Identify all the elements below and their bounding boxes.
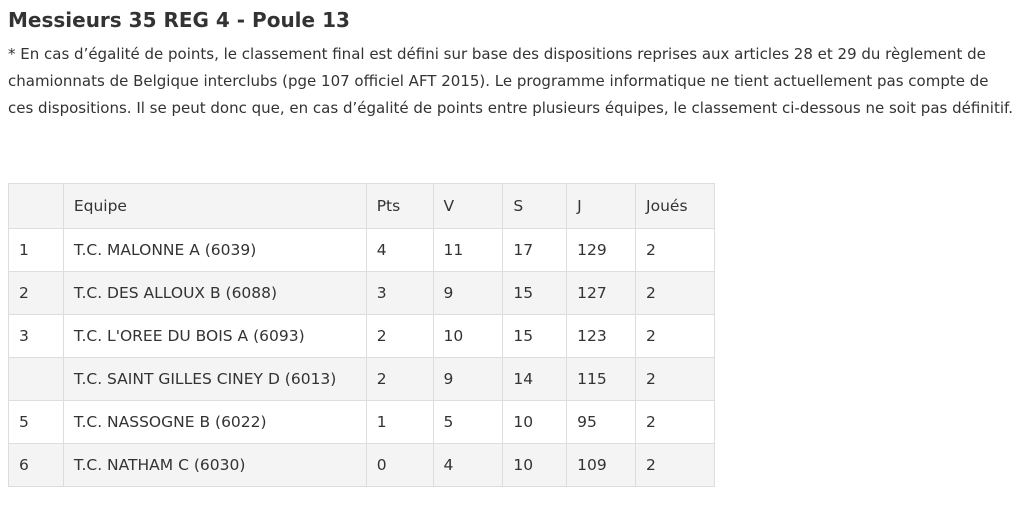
cell-games: 109: [566, 443, 637, 487]
cell-victories: 4: [432, 443, 504, 487]
cell-played: 2: [635, 443, 715, 487]
cell-games: 127: [566, 271, 637, 315]
cell-victories: 9: [432, 271, 504, 315]
cell-rank: 6: [8, 443, 64, 487]
cell-played: 2: [635, 228, 715, 272]
cell-team: T.C. NASSOGNE B (6022): [62, 400, 367, 444]
cell-team: T.C. L'OREE DU BOIS A (6093): [62, 314, 367, 358]
cell-team: T.C. DES ALLOUX B (6088): [62, 271, 367, 315]
cell-team: T.C. SAINT GILLES CINEY D (6013): [62, 357, 367, 401]
table-row: 5 T.C. NASSOGNE B (6022) 1 5 10 95 2: [8, 400, 715, 444]
cell-sets: 15: [502, 314, 568, 358]
table-row: 6 T.C. NATHAM C (6030) 0 4 10 109 2: [8, 443, 715, 487]
cell-sets: 10: [502, 400, 568, 444]
page-title: Messieurs 35 REG 4 - Poule 13: [8, 8, 350, 32]
header-played: Joués: [635, 183, 715, 229]
standings-disclaimer: * En cas d’égalité de points, le classem…: [8, 45, 1013, 117]
header-row: Equipe Pts V S J Joués: [8, 183, 715, 229]
cell-victories: 5: [432, 400, 504, 444]
table-row: 3 T.C. L'OREE DU BOIS A (6093) 2 10 15 1…: [8, 314, 715, 358]
table-row: 2 T.C. DES ALLOUX B (6088) 3 9 15 127 2: [8, 271, 715, 315]
cell-points: 2: [365, 357, 434, 401]
cell-games: 115: [566, 357, 637, 401]
cell-played: 2: [635, 400, 715, 444]
cell-team: T.C. NATHAM C (6030): [62, 443, 367, 487]
header-victories: V: [432, 183, 504, 229]
table-row: T.C. SAINT GILLES CINEY D (6013) 2 9 14 …: [8, 357, 715, 401]
cell-victories: 11: [432, 228, 504, 272]
cell-rank: 1: [8, 228, 64, 272]
cell-victories: 9: [432, 357, 504, 401]
cell-points: 1: [365, 400, 434, 444]
header-rank: [8, 183, 64, 229]
header-games: J: [566, 183, 637, 229]
cell-victories: 10: [432, 314, 504, 358]
cell-played: 2: [635, 357, 715, 401]
cell-rank: 5: [8, 400, 64, 444]
header-sets: S: [502, 183, 568, 229]
cell-games: 129: [566, 228, 637, 272]
header-team: Equipe: [62, 183, 367, 229]
cell-games: 123: [566, 314, 637, 358]
standings-table: Equipe Pts V S J Joués 1 T.C. MALONNE A …: [8, 183, 715, 487]
cell-played: 2: [635, 314, 715, 358]
cell-points: 2: [365, 314, 434, 358]
cell-played: 2: [635, 271, 715, 315]
cell-sets: 17: [502, 228, 568, 272]
cell-sets: 14: [502, 357, 568, 401]
cell-rank: 2: [8, 271, 64, 315]
cell-sets: 10: [502, 443, 568, 487]
cell-sets: 15: [502, 271, 568, 315]
cell-team: T.C. MALONNE A (6039): [62, 228, 367, 272]
table-body: 1 T.C. MALONNE A (6039) 4 11 17 129 2 2 …: [8, 228, 715, 487]
cell-points: 4: [365, 228, 434, 272]
cell-points: 3: [365, 271, 434, 315]
header-points: Pts: [365, 183, 434, 229]
cell-rank: 3: [8, 314, 64, 358]
table-header: Equipe Pts V S J Joués: [8, 183, 715, 229]
cell-games: 95: [566, 400, 637, 444]
cell-points: 0: [365, 443, 434, 487]
table-row: 1 T.C. MALONNE A (6039) 4 11 17 129 2: [8, 228, 715, 272]
cell-rank: [8, 357, 64, 401]
